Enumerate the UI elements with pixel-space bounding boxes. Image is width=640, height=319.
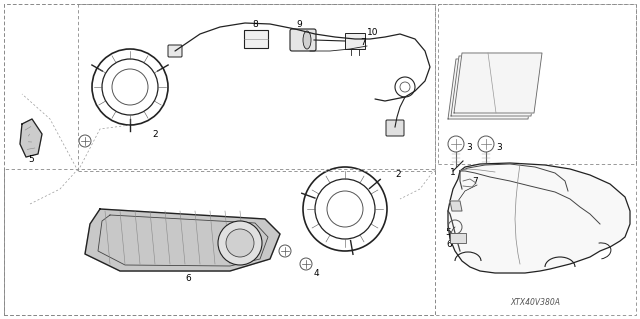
Circle shape	[226, 229, 254, 257]
Polygon shape	[85, 209, 280, 271]
Text: 3: 3	[496, 143, 502, 152]
Polygon shape	[451, 56, 539, 116]
Text: 6: 6	[185, 274, 191, 283]
Polygon shape	[454, 53, 542, 113]
Text: 8: 8	[252, 20, 258, 29]
Text: 2: 2	[395, 170, 401, 179]
Text: 1: 1	[450, 168, 456, 177]
Text: XTX40V380A: XTX40V380A	[510, 298, 560, 307]
FancyBboxPatch shape	[244, 30, 268, 48]
FancyBboxPatch shape	[386, 120, 404, 136]
Text: 7: 7	[472, 177, 477, 186]
Text: 4: 4	[314, 269, 319, 278]
Polygon shape	[450, 201, 462, 211]
Text: 9: 9	[296, 20, 301, 29]
Text: 2: 2	[152, 130, 157, 139]
Ellipse shape	[303, 31, 311, 49]
Polygon shape	[448, 163, 630, 273]
Text: 7: 7	[360, 38, 365, 47]
Circle shape	[218, 221, 262, 265]
FancyBboxPatch shape	[345, 33, 365, 49]
FancyBboxPatch shape	[290, 29, 316, 51]
Text: 3: 3	[466, 143, 472, 152]
Text: 3: 3	[530, 55, 536, 64]
Polygon shape	[20, 119, 42, 157]
FancyBboxPatch shape	[168, 45, 182, 57]
Text: 6: 6	[446, 240, 452, 249]
Text: 10: 10	[367, 28, 378, 37]
FancyBboxPatch shape	[450, 233, 466, 243]
Text: 5: 5	[28, 155, 34, 164]
Polygon shape	[448, 59, 536, 119]
Text: 5: 5	[445, 228, 451, 237]
